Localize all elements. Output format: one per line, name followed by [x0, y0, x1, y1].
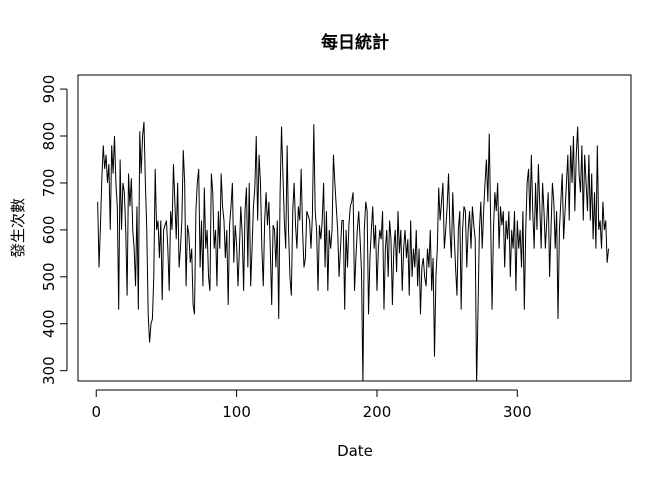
- y-tick-label: 700: [40, 169, 58, 198]
- plot-frame: [77, 74, 632, 382]
- x-tick-label: 300: [503, 403, 532, 421]
- y-tick-label: 400: [40, 309, 58, 338]
- y-axis-label: 發生次數: [9, 198, 27, 258]
- y-tick-label: 300: [40, 356, 58, 385]
- y-tick-label: 900: [40, 75, 58, 104]
- y-tick-label: 800: [40, 122, 58, 151]
- x-tick-label: 200: [363, 403, 392, 421]
- y-tick-label: 600: [40, 216, 58, 245]
- x-tick-label: 100: [222, 403, 251, 421]
- y-tick-label: 500: [40, 262, 58, 291]
- x-tick-label: 0: [91, 403, 101, 421]
- data-line: [97, 121, 610, 381]
- x-axis-label: Date: [337, 442, 373, 460]
- chart-title: 每日統計: [321, 32, 389, 53]
